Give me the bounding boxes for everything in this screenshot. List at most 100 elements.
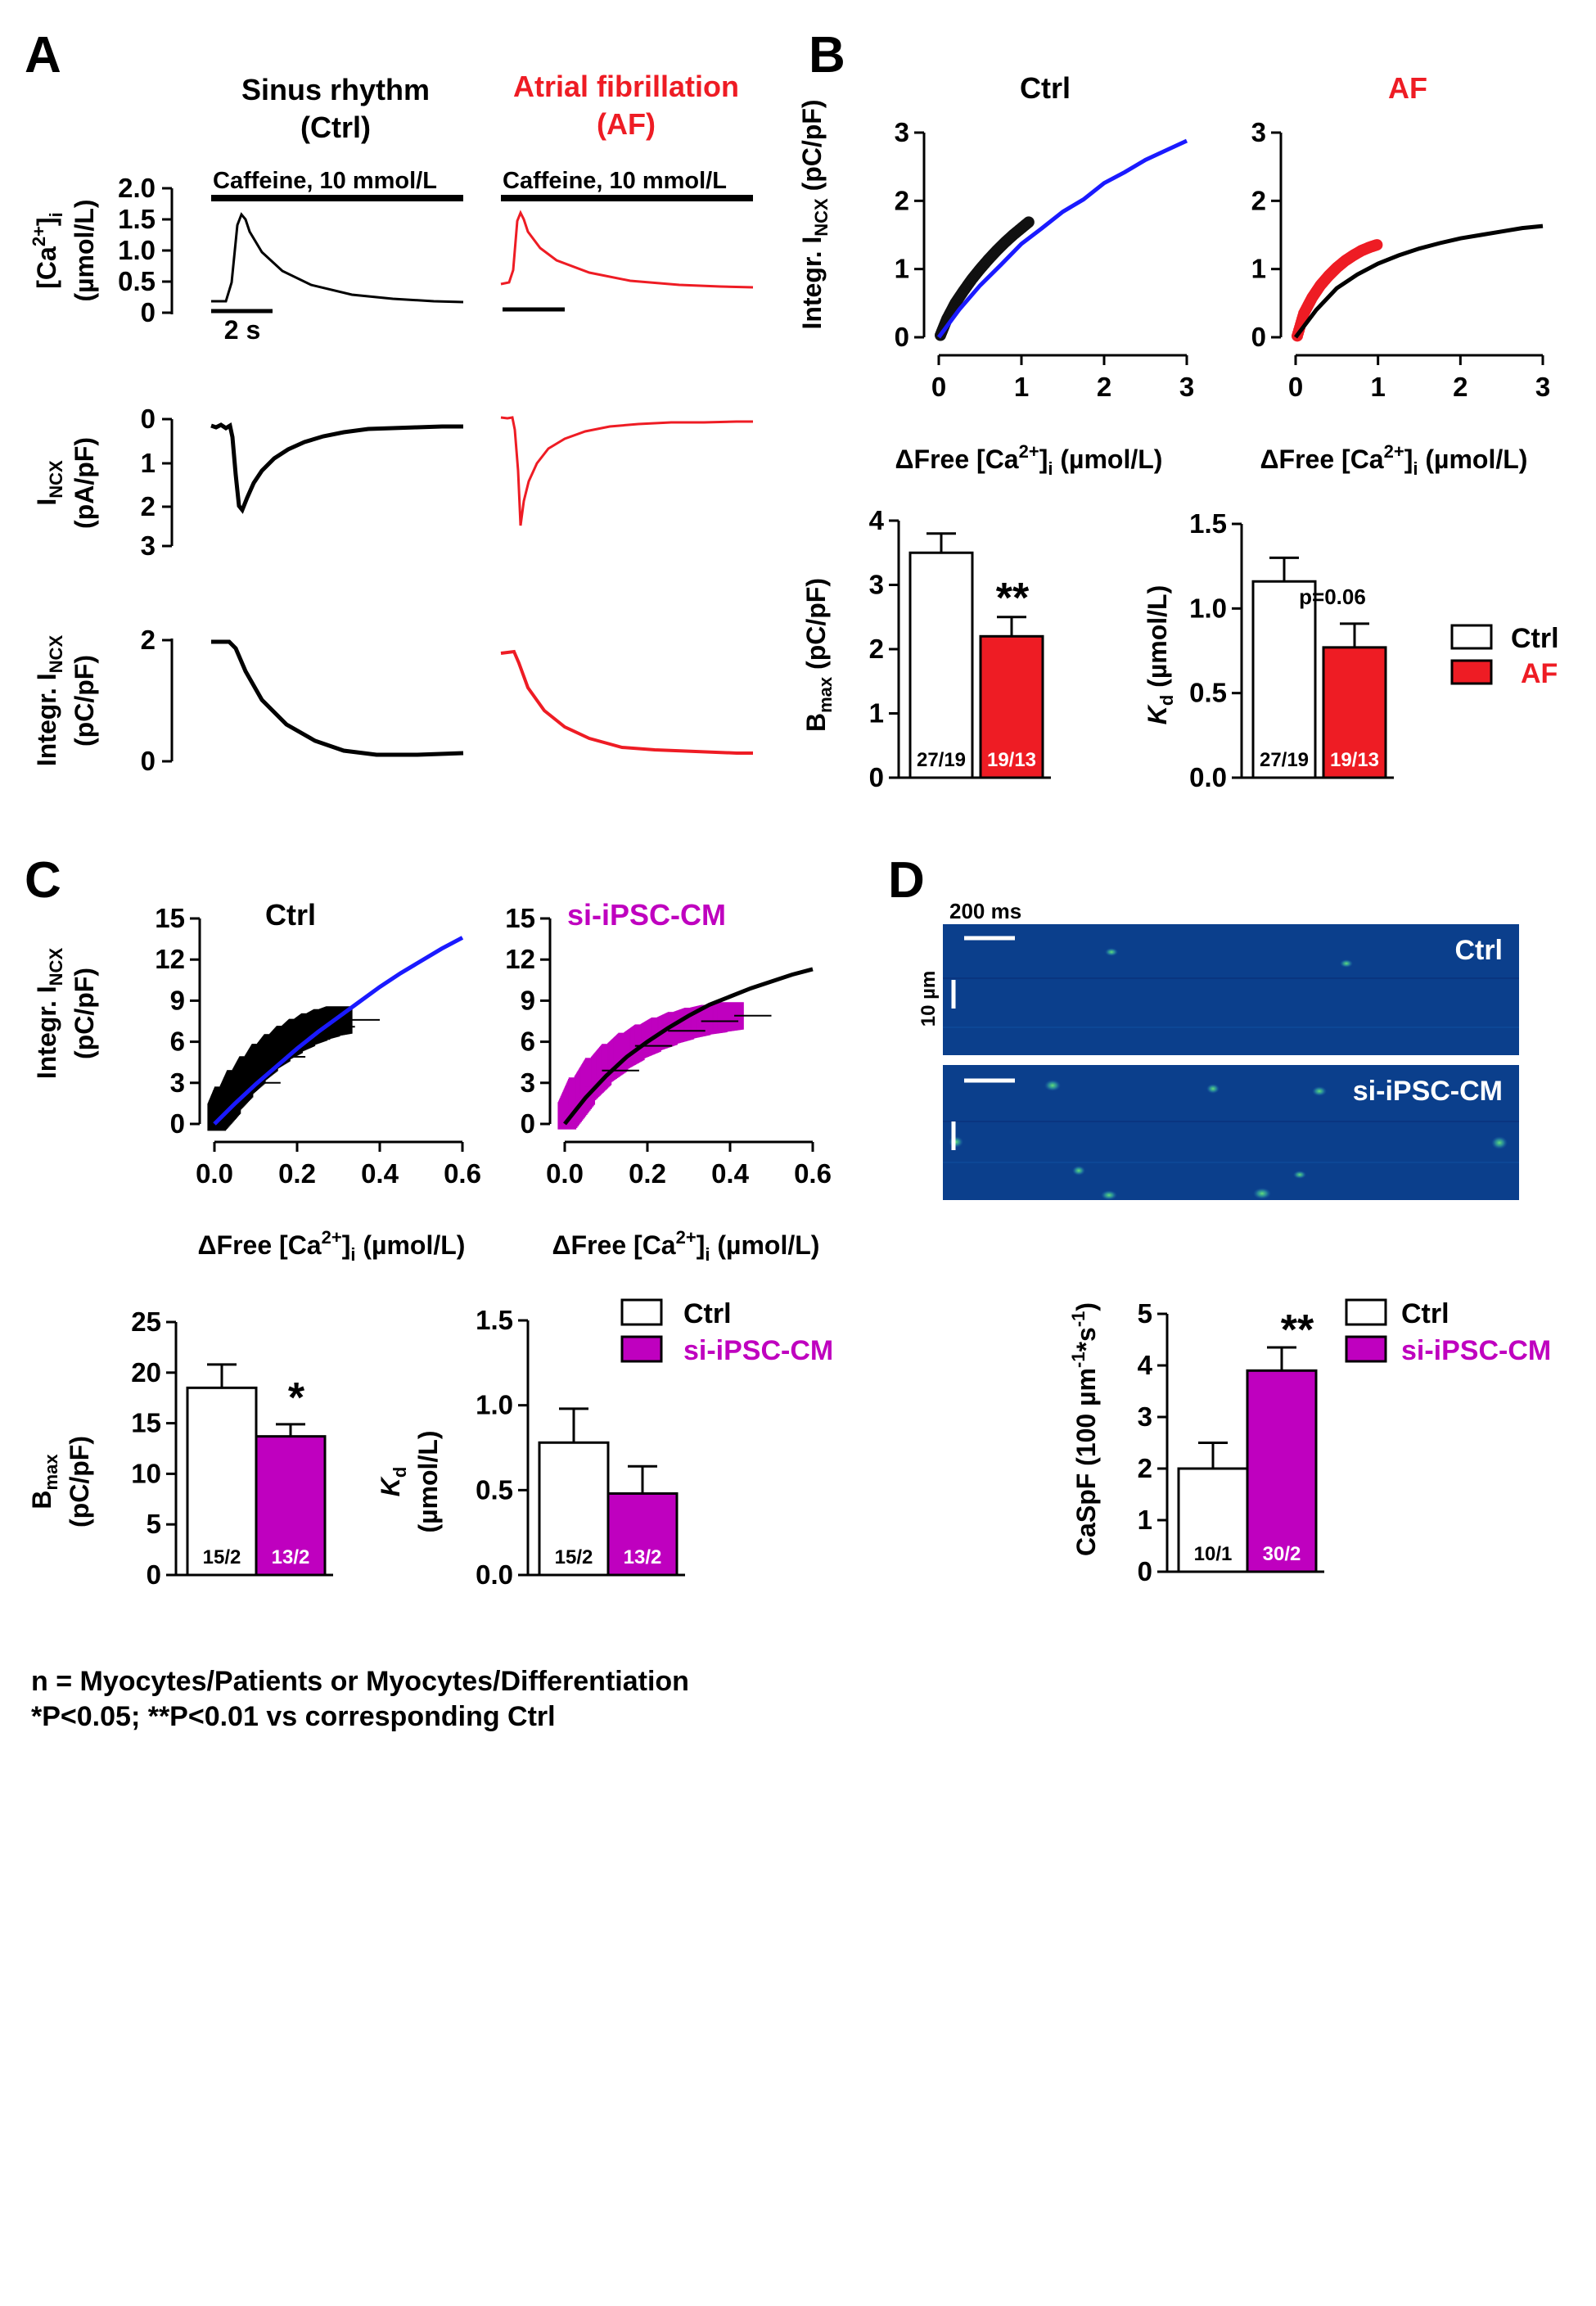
y-tick-label: 1.5 bbox=[1189, 508, 1227, 539]
data-point bbox=[1371, 239, 1383, 251]
y-tick-label: 20 bbox=[131, 1357, 161, 1388]
y-tick-label: 12 bbox=[505, 944, 535, 974]
linescan-si: si-iPSC-CM bbox=[943, 1065, 1519, 1200]
svg-text:1: 1 bbox=[141, 448, 156, 478]
ca-spark bbox=[1340, 959, 1353, 968]
panel-d-letter: D bbox=[888, 852, 925, 909]
incx-axis: 0 1 2 3 bbox=[141, 404, 174, 561]
significance-marker: * bbox=[288, 1374, 305, 1422]
ca-transient-af bbox=[500, 210, 754, 289]
b-bmax-ylabel: Bmax (pC/pF) bbox=[801, 578, 836, 732]
panel-c: C Ctrl si-iPSC-CM 0 3 6 9 12 15 0.0 0.2 0.4 0.6 0… bbox=[25, 852, 833, 1590]
integ-axis: 2 0 bbox=[141, 625, 174, 776]
b-title-ctrl: Ctrl bbox=[1020, 71, 1071, 105]
y-tick-label: 3 bbox=[1251, 117, 1266, 147]
y-tick-label: 3 bbox=[521, 1067, 535, 1098]
panel-a: A Sinus rhythm (Ctrl) Atrial fibrillatio… bbox=[25, 27, 754, 776]
c-ctrl-scatter-plot: 0 3 6 9 12 15 0.0 0.2 0.4 0.6 bbox=[155, 903, 481, 1189]
svg-text:INCX: INCX bbox=[32, 460, 66, 506]
ca-spark bbox=[1293, 1171, 1306, 1179]
ca-spark bbox=[1253, 1188, 1271, 1199]
y-tick-label: 15 bbox=[155, 903, 185, 933]
b-kd-bar-chart: 0.0 0.5 1.0 1.5 27/19 19/13 p=0.06 bbox=[1189, 508, 1394, 792]
y-tick-label: 3 bbox=[1138, 1401, 1152, 1432]
x-tick-label: 0.2 bbox=[278, 1158, 316, 1189]
y-tick-label: 1 bbox=[869, 698, 884, 729]
b-scatter-ylabel: Integr. INCX (pC/pF) bbox=[797, 99, 832, 329]
x-tick-label: 0.6 bbox=[794, 1158, 832, 1189]
svg-text:2: 2 bbox=[141, 491, 156, 521]
legend-label-si: si-iPSC-CM bbox=[1401, 1335, 1551, 1366]
y-tick-label: 0.5 bbox=[476, 1474, 513, 1505]
panel-a-letter: A bbox=[25, 27, 61, 83]
bar-n-label: 15/2 bbox=[203, 1546, 241, 1568]
bar-n-label: 13/2 bbox=[624, 1546, 662, 1568]
svg-text:Kd: Kd bbox=[376, 1467, 410, 1497]
x-tick-label: 0 bbox=[1288, 372, 1303, 402]
incx-ylabel: INCX (pA/pF) bbox=[32, 437, 99, 529]
y-tick-label: 1 bbox=[895, 254, 909, 284]
x-tick-label: 0.6 bbox=[444, 1158, 481, 1189]
data-point bbox=[1022, 216, 1035, 228]
svg-text:Bmax (pC/pF): Bmax (pC/pF) bbox=[801, 578, 836, 732]
c-bmax-ylabel: Bmax (pC/pF) bbox=[27, 1436, 94, 1528]
y-tick-label: 0 bbox=[869, 762, 884, 792]
y-tick-label: 15 bbox=[131, 1408, 161, 1438]
bar bbox=[255, 1435, 327, 1577]
y-tick-label: 0 bbox=[521, 1108, 535, 1139]
y-tick-label: 0 bbox=[147, 1559, 161, 1590]
x-tick-label: 0.0 bbox=[546, 1158, 584, 1189]
y-tick-label: 2 bbox=[869, 634, 884, 664]
bar bbox=[606, 1491, 679, 1577]
integ-trace-ctrl bbox=[211, 639, 464, 757]
c-title-si: si-iPSC-CM bbox=[567, 898, 726, 932]
fit-curve bbox=[213, 936, 464, 1126]
fit-curve bbox=[1294, 223, 1544, 339]
c-si-scatter-plot: 0 3 6 9 12 15 0.0 0.2 0.4 0.6 bbox=[505, 903, 832, 1189]
b-ctrl-xlabel: ΔFree [Ca2+]i (µmol/L) bbox=[895, 441, 1163, 479]
y-tick-label: 1 bbox=[1251, 254, 1266, 284]
bar-n-label: 15/2 bbox=[555, 1546, 593, 1568]
ca-tick: 1.0 bbox=[118, 235, 156, 265]
ca-spark bbox=[1072, 1166, 1085, 1176]
col-title-af-line2: (AF) bbox=[597, 107, 656, 141]
col-title-af-line1: Atrial fibrillation bbox=[513, 70, 739, 103]
y-tick-label: 0 bbox=[1138, 1556, 1152, 1586]
scale-bar-label: 2 s bbox=[224, 315, 260, 345]
x-tick-label: 0.4 bbox=[711, 1158, 750, 1189]
x-tick-label: 1 bbox=[1370, 372, 1385, 402]
y-tick-label: 9 bbox=[170, 985, 185, 1015]
space-bar-label: 10 µm bbox=[917, 971, 940, 1027]
svg-text:(µmol/L): (µmol/L) bbox=[70, 199, 99, 301]
c-ctrl-xlabel: ΔFree [Ca2+]i (µmol/L) bbox=[198, 1227, 466, 1265]
c-kd-ylabel: Kd (µmol/L) bbox=[376, 1430, 443, 1532]
ca-axis: 2.0 1.5 1.0 0.5 0 bbox=[118, 173, 174, 327]
d-caspf-ylabel: CaSpF (100 µm-1*s-1) bbox=[1068, 1302, 1101, 1556]
x-tick-label: 3 bbox=[1179, 372, 1194, 402]
svg-text:Integr. INCX: Integr. INCX bbox=[32, 635, 66, 767]
d-legend: Ctrl si-iPSC-CM bbox=[1345, 1298, 1551, 1366]
caffeine-label-af: Caffeine, 10 mmol/L bbox=[503, 168, 727, 194]
b-af-xlabel: ΔFree [Ca2+]i (µmol/L) bbox=[1260, 441, 1528, 479]
time-bar-label: 200 ms bbox=[949, 899, 1021, 923]
linescan-label-ctrl: Ctrl bbox=[1454, 935, 1503, 966]
legend-swatch-ctrl bbox=[620, 1298, 663, 1326]
x-tick-label: 0.2 bbox=[629, 1158, 666, 1189]
bar bbox=[1177, 1467, 1249, 1573]
legend-label-af: AF bbox=[1521, 658, 1558, 689]
y-tick-label: 6 bbox=[170, 1027, 185, 1057]
legend-label-ctrl: Ctrl bbox=[1511, 623, 1559, 654]
svg-text:(pC/pF): (pC/pF) bbox=[65, 1436, 94, 1528]
panel-d: D 200 ms 10 µm Ctrl bbox=[888, 852, 1551, 1586]
legend-label-si: si-iPSC-CM bbox=[683, 1335, 833, 1366]
y-tick-label: 6 bbox=[521, 1027, 535, 1057]
svg-text:(µmol/L): (µmol/L) bbox=[413, 1430, 443, 1532]
x-tick-label: 2 bbox=[1453, 372, 1468, 402]
legend-label-ctrl: Ctrl bbox=[1401, 1298, 1449, 1329]
y-tick-label: 2 bbox=[1138, 1453, 1152, 1483]
y-tick-label: 10 bbox=[131, 1458, 161, 1488]
y-tick-label: 0 bbox=[1251, 322, 1266, 352]
y-tick-label: 2 bbox=[895, 185, 909, 215]
svg-text:Kd (µmol/L): Kd (µmol/L) bbox=[1143, 585, 1177, 725]
